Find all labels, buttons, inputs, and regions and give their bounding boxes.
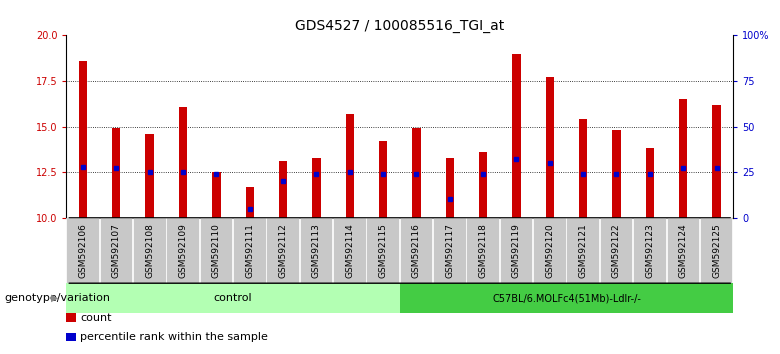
Bar [679, 99, 687, 218]
Text: C57BL/6.MOLFc4(51Mb)-Ldlr-/-: C57BL/6.MOLFc4(51Mb)-Ldlr-/- [492, 293, 641, 303]
Bar [246, 187, 254, 218]
Bar [479, 152, 488, 218]
Text: control: control [214, 293, 253, 303]
Bar [346, 114, 354, 218]
Text: GSM592110: GSM592110 [212, 223, 221, 278]
Text: genotype/variation: genotype/variation [4, 293, 110, 303]
Bar [179, 107, 187, 218]
Text: GSM592113: GSM592113 [312, 223, 321, 278]
Bar [112, 129, 120, 218]
Text: GSM592107: GSM592107 [112, 223, 121, 278]
Bar [612, 130, 621, 218]
Text: GSM592116: GSM592116 [412, 223, 421, 278]
Text: GSM592114: GSM592114 [346, 223, 354, 278]
Text: GSM592123: GSM592123 [645, 223, 654, 278]
Text: GSM592115: GSM592115 [378, 223, 388, 278]
Text: ▶: ▶ [51, 293, 58, 303]
Text: GSM592111: GSM592111 [245, 223, 254, 278]
Bar [712, 105, 721, 218]
Text: GSM592122: GSM592122 [612, 223, 621, 278]
Text: GSM592109: GSM592109 [179, 223, 187, 278]
Bar [279, 161, 287, 218]
Bar [579, 119, 587, 218]
Text: GSM592108: GSM592108 [145, 223, 154, 278]
Text: GSM592121: GSM592121 [579, 223, 587, 278]
Title: GDS4527 / 100085516_TGI_at: GDS4527 / 100085516_TGI_at [295, 19, 505, 33]
Bar [312, 158, 321, 218]
Bar [413, 129, 420, 218]
Text: GSM592106: GSM592106 [79, 223, 87, 278]
Text: GSM592125: GSM592125 [712, 223, 721, 278]
Bar [445, 158, 454, 218]
Bar [379, 141, 387, 218]
Bar [546, 77, 554, 218]
Bar [512, 53, 520, 218]
Text: percentile rank within the sample: percentile rank within the sample [80, 332, 268, 342]
Text: count: count [80, 313, 112, 323]
Bar [212, 172, 221, 218]
Text: GSM592119: GSM592119 [512, 223, 521, 278]
Text: GSM592118: GSM592118 [479, 223, 488, 278]
Bar [646, 148, 654, 218]
Text: GSM592120: GSM592120 [545, 223, 555, 278]
Text: GSM592124: GSM592124 [679, 223, 688, 278]
Bar [79, 61, 87, 218]
Bar [146, 134, 154, 218]
Text: GSM592112: GSM592112 [278, 223, 288, 278]
Text: GSM592117: GSM592117 [445, 223, 454, 278]
